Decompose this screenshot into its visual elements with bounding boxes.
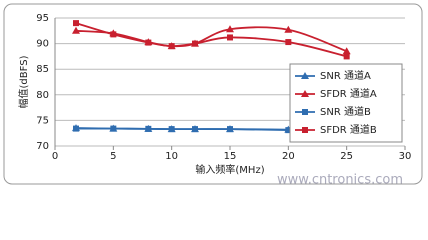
x-tick-label: 20 [282,151,295,162]
x-tick-label: 0 [52,151,58,162]
marker [192,40,198,47]
x-tick-label: 30 [399,151,412,162]
x-tick-label: 25 [340,151,353,162]
marker [110,31,117,38]
marker [227,34,233,41]
y-tick-label: 90 [36,39,49,50]
x-tick-label: 10 [165,151,178,162]
y-tick-label: 70 [36,141,49,152]
legend-label: SFDR 通道B [320,123,377,136]
legend-label: SNR 通道A [320,69,371,82]
marker [145,39,152,46]
marker [168,43,175,50]
legend-label: SNR 通道B [320,105,371,118]
marker [73,125,79,132]
legend-marker [302,109,308,115]
series-line [75,22,347,58]
y-tick-label: 95 [36,13,49,24]
x-tick-label: 5 [110,151,116,162]
y-tick-label: 75 [36,115,49,126]
marker [192,126,198,133]
chart: 幅值(dBFS) 输入频率(MHz) www.cntronics.com 70 7… [3,3,423,188]
marker [285,127,292,134]
x-tick-label: 15 [224,151,237,162]
legend-box [289,63,403,143]
marker [226,25,234,33]
marker [284,25,293,33]
marker [110,125,117,132]
marker [72,26,80,34]
legend-marker [301,90,309,97]
marker [145,125,152,132]
marker [285,39,292,46]
y-axis-label: 幅值(dBFS) [17,55,30,108]
y-tick-label: 80 [36,90,49,101]
legend-marker [302,127,308,133]
series-line [75,127,347,132]
marker [168,126,175,133]
x-axis-label: 输入频率(MHz) [195,163,264,176]
marker [73,20,79,27]
marker [343,53,350,60]
marker [342,47,351,55]
marker [227,126,233,133]
y-tick-label: 85 [36,64,49,75]
watermark: www.cntronics.com [277,173,403,188]
legend-marker [301,72,309,79]
legend-label: SFDR 通道A [320,87,377,100]
